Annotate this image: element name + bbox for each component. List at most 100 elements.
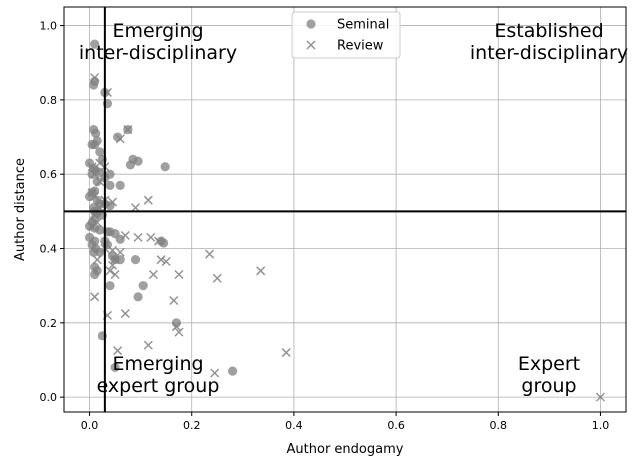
y-tick-label: 0.4 xyxy=(40,243,58,256)
review-point xyxy=(169,296,179,306)
legend-label-review: Review xyxy=(337,39,384,54)
seminal-point xyxy=(138,281,148,291)
review-point xyxy=(156,255,166,265)
legend-label-seminal: Seminal xyxy=(337,18,389,33)
x-tick-label: 0.0 xyxy=(81,419,99,432)
seminal-point xyxy=(89,80,99,90)
review-point xyxy=(113,346,123,356)
quadrant-label-top-left-line1: Emerging xyxy=(112,20,203,42)
seminal-point xyxy=(90,269,100,280)
quadrant-label-bottom-right-line1: Expert xyxy=(518,353,580,375)
review-point xyxy=(92,255,102,265)
seminal-point xyxy=(110,362,120,373)
review-point xyxy=(174,327,184,337)
quadrant-label-top-right-line1: Established xyxy=(494,20,603,42)
x-axis-label: Author endogamy xyxy=(287,442,404,457)
review-point xyxy=(212,273,222,283)
legend-marker-seminal xyxy=(306,19,316,29)
data-points xyxy=(84,39,605,402)
review-point xyxy=(90,191,100,202)
quadrant-label-bottom-left-line1: Emerging xyxy=(112,353,203,375)
seminal-point xyxy=(115,234,125,244)
y-tick-label: 0.0 xyxy=(40,391,58,404)
review-point xyxy=(595,392,605,402)
review-point xyxy=(143,195,153,205)
seminal-point xyxy=(95,147,105,157)
legend-marker-review xyxy=(306,40,316,50)
review-point xyxy=(123,125,133,135)
y-tick-label: 0.8 xyxy=(40,94,58,107)
seminal-point xyxy=(228,366,238,376)
review-point xyxy=(210,368,220,378)
review-point xyxy=(115,134,125,144)
review-point xyxy=(161,256,171,267)
seminal-point xyxy=(160,162,170,172)
x-tick-label: 1.0 xyxy=(592,419,610,432)
review-point xyxy=(87,162,97,172)
grid-lines xyxy=(64,7,626,412)
review-point xyxy=(130,203,141,213)
review-point xyxy=(108,245,118,255)
review-point xyxy=(143,340,153,350)
plot-frame xyxy=(63,6,627,413)
quadrant-label-top-right-line2: inter-disciplinary xyxy=(470,42,628,64)
seminal-point xyxy=(95,247,105,257)
y-tick-label: 0.2 xyxy=(40,317,58,330)
review-point xyxy=(146,232,156,242)
seminal-point xyxy=(87,169,97,179)
seminal-point xyxy=(125,160,136,170)
seminal-point xyxy=(95,225,105,235)
review-point xyxy=(153,236,164,246)
review-point xyxy=(281,348,291,358)
review-point xyxy=(133,232,143,242)
y-axis-label: Author distance xyxy=(13,158,28,261)
quadrant-label-bottom-left-line2: expert group xyxy=(97,375,220,397)
y-tick-label: 0.6 xyxy=(40,168,58,181)
review-point xyxy=(120,309,130,319)
axis-ticks: 0.0 0.2 0.4 0.6 0.8 1.0 0.0 0.2 0.4 0.6 0.8 1.0 xyxy=(40,20,610,432)
seminal-point xyxy=(133,292,143,302)
review-point xyxy=(105,266,115,276)
review-point xyxy=(90,169,100,179)
seminal-point xyxy=(87,139,97,150)
review-point xyxy=(95,177,105,187)
seminal-point xyxy=(105,180,115,190)
x-tick-label: 0.2 xyxy=(183,419,201,432)
quadrant-label-top-left-line2: inter-disciplinary xyxy=(79,42,237,64)
review-point xyxy=(205,249,215,259)
y-tick-label: 1.0 xyxy=(40,20,58,33)
reference-lines xyxy=(64,7,626,412)
review-point xyxy=(256,266,266,276)
x-tick-label: 0.4 xyxy=(285,419,303,432)
review-point xyxy=(90,73,100,83)
review-point xyxy=(171,322,181,332)
review-point xyxy=(95,158,105,168)
seminal-point xyxy=(90,39,100,49)
seminal-point xyxy=(105,281,115,291)
seminal-point xyxy=(133,156,143,166)
x-tick-label: 0.8 xyxy=(490,419,508,432)
review-point xyxy=(90,292,100,302)
review-point xyxy=(92,217,102,228)
review-point xyxy=(110,255,120,265)
review-point xyxy=(87,221,97,231)
seminal-point xyxy=(130,255,141,265)
quadrant-label-bottom-right-line2: group xyxy=(521,375,576,397)
legend-box xyxy=(291,11,401,59)
review-point xyxy=(110,269,120,280)
x-tick-label: 0.6 xyxy=(387,419,405,432)
legend: Seminal Review xyxy=(291,11,401,59)
review-point xyxy=(174,269,184,280)
review-point xyxy=(90,210,100,220)
review-point xyxy=(108,260,118,270)
seminal-point xyxy=(159,238,169,248)
seminal-point xyxy=(92,177,102,187)
review-point xyxy=(115,247,125,257)
quadrant-labels: Emerginginter-disciplinaryEstablishedint… xyxy=(79,20,628,397)
seminal-point xyxy=(115,180,125,190)
review-point xyxy=(120,230,130,241)
seminal-point xyxy=(91,128,101,138)
review-point xyxy=(108,197,118,207)
review-point xyxy=(148,269,158,280)
